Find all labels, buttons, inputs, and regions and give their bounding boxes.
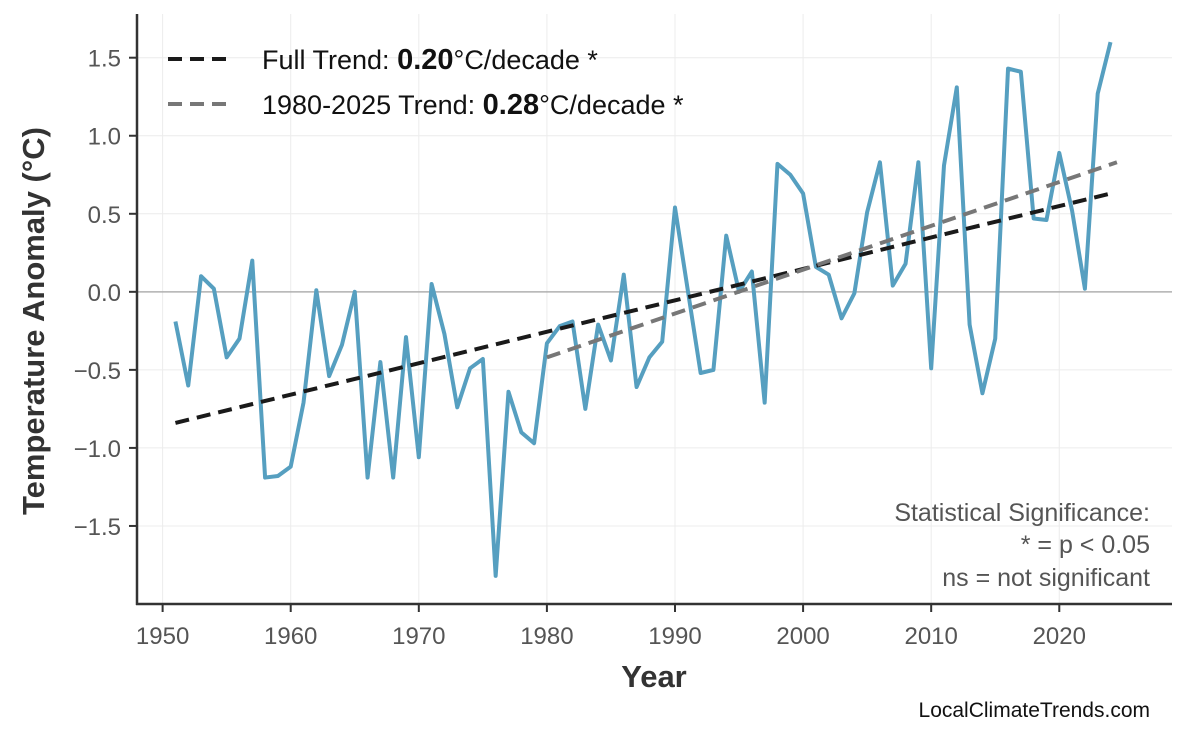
- significance-star: * = p < 0.05: [1021, 531, 1150, 559]
- legend-label-recent: 1980-2025 Trend: 0.28°C/decade *: [262, 89, 684, 121]
- x-tick-label: 1990: [648, 623, 701, 650]
- y-tick-label: 0.0: [88, 280, 121, 307]
- full-trend-line: [174, 191, 1111, 425]
- y-tick-label: 0.5: [88, 202, 121, 229]
- x-tick-label: 2020: [1033, 623, 1086, 650]
- recent-trend-line: [546, 160, 1118, 360]
- y-tick-label: −0.5: [74, 358, 121, 385]
- x-tick-label: 2000: [776, 623, 829, 650]
- temperature-series-line: [173, 41, 1113, 578]
- y-axis-label: Temperature Anomaly (°C): [16, 127, 51, 515]
- y-tick-label: 1.5: [88, 46, 121, 73]
- significance-note: Statistical Significance: * = p < 0.05 n…: [894, 499, 1150, 592]
- significance-title: Statistical Significance:: [894, 499, 1150, 527]
- y-tick-label: 1.0: [88, 124, 121, 151]
- legend: Full Trend: 0.20°C/decade * 1980-2025 Tr…: [168, 44, 684, 121]
- x-axis-label: Year: [621, 659, 687, 694]
- significance-ns: ns = not significant: [942, 564, 1150, 592]
- x-tick-label: 2010: [904, 623, 957, 650]
- y-tick-label: −1.5: [74, 514, 121, 541]
- y-tick-label: −1.0: [74, 436, 121, 463]
- x-tick-label: 1960: [264, 623, 317, 650]
- x-tick-label: 1980: [520, 623, 573, 650]
- x-tick-label: 1950: [136, 623, 189, 650]
- legend-label-full: Full Trend: 0.20°C/decade *: [262, 44, 598, 76]
- watermark: LocalClimateTrends.com: [919, 699, 1150, 722]
- axes: [135, 14, 1172, 606]
- x-tick-label: 1970: [392, 623, 445, 650]
- ticks: 1950 1960 1970 1980 1990 2000 2010 2020 −1.5 −1.0…: [74, 46, 1086, 650]
